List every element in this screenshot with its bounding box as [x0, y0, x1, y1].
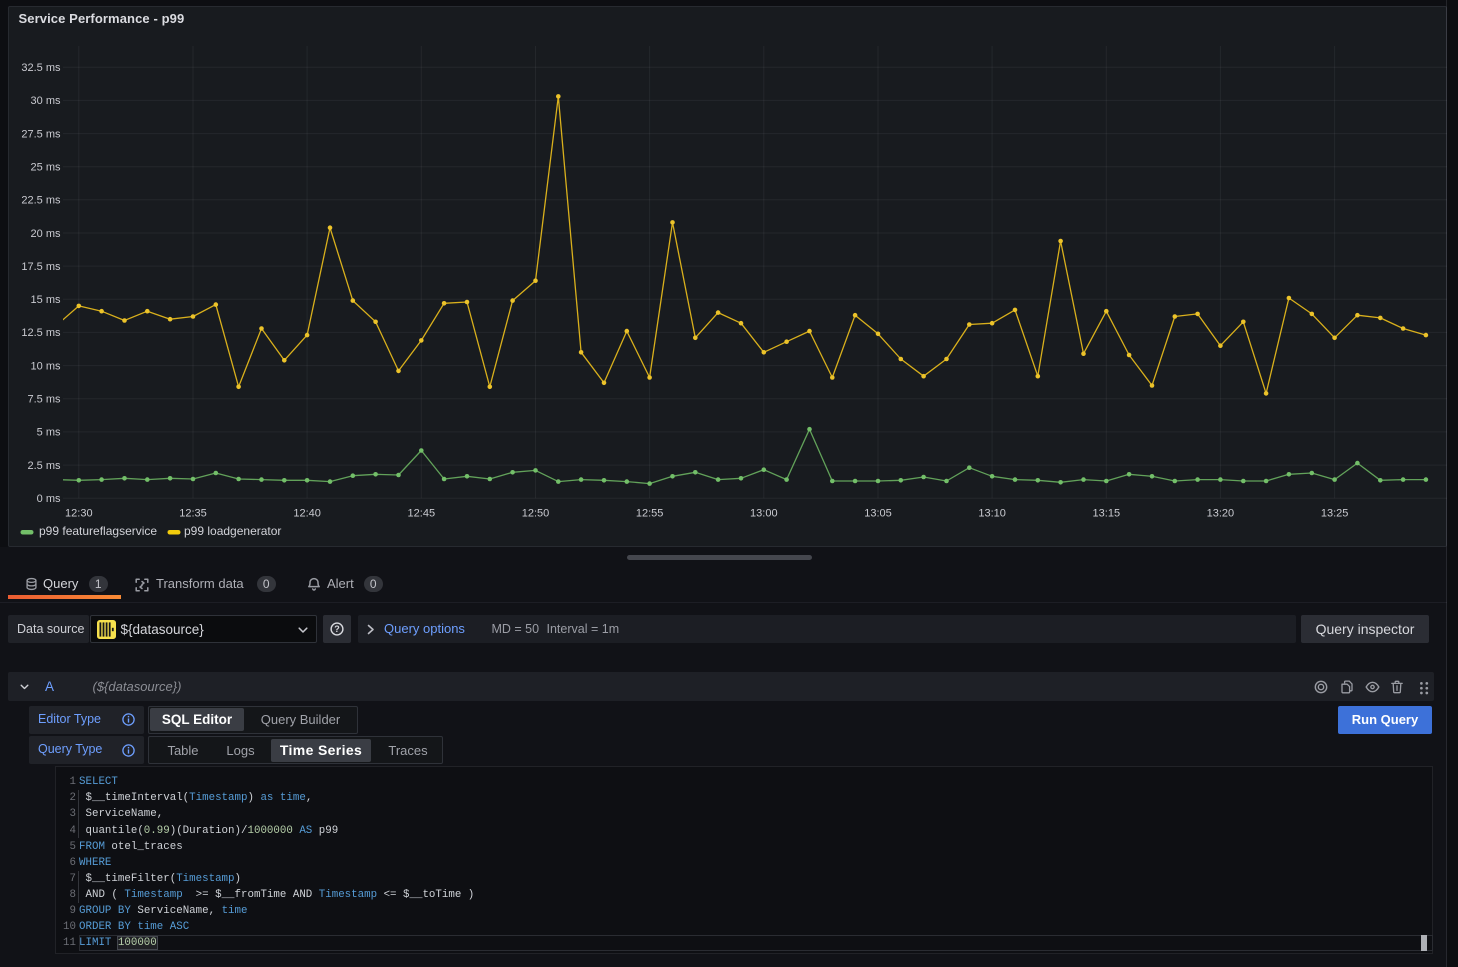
svg-text:12:50: 12:50	[522, 508, 550, 520]
svg-text:13:10: 13:10	[978, 508, 1006, 520]
svg-text:13:00: 13:00	[750, 508, 778, 520]
svg-text:12:40: 12:40	[293, 508, 321, 520]
svg-text:7.5 ms: 7.5 ms	[27, 394, 61, 406]
svg-text:12.5 ms: 12.5 ms	[21, 327, 61, 339]
svg-text:30 ms: 30 ms	[31, 95, 61, 107]
svg-text:17.5 ms: 17.5 ms	[21, 261, 61, 273]
svg-text:13:20: 13:20	[1207, 508, 1235, 520]
svg-text:13:05: 13:05	[864, 508, 892, 520]
svg-text:12:35: 12:35	[179, 508, 207, 520]
svg-text:15 ms: 15 ms	[31, 294, 61, 306]
svg-text:p99 loadgenerator: p99 loadgenerator	[184, 524, 281, 538]
svg-text:2.5 ms: 2.5 ms	[27, 460, 61, 472]
svg-text:20 ms: 20 ms	[31, 228, 61, 240]
svg-text:32.5 ms: 32.5 ms	[21, 62, 61, 74]
svg-text:27.5 ms: 27.5 ms	[21, 128, 61, 140]
svg-text:22.5 ms: 22.5 ms	[21, 195, 61, 207]
svg-text:13:25: 13:25	[1321, 508, 1349, 520]
svg-text:12:30: 12:30	[65, 508, 93, 520]
svg-text:12:45: 12:45	[408, 508, 436, 520]
svg-text:p99 featureflagservice: p99 featureflagservice	[39, 524, 157, 538]
svg-text:0 ms: 0 ms	[37, 493, 61, 505]
svg-text:12:55: 12:55	[636, 508, 664, 520]
svg-text:13:15: 13:15	[1093, 508, 1121, 520]
svg-text:?: ?	[334, 624, 340, 634]
svg-text:25 ms: 25 ms	[31, 162, 61, 174]
svg-text:5 ms: 5 ms	[37, 427, 61, 439]
svg-text:10 ms: 10 ms	[31, 360, 61, 372]
